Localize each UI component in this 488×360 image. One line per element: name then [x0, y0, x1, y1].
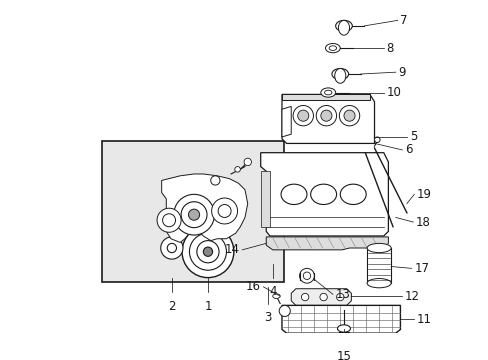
Ellipse shape: [281, 184, 306, 204]
Circle shape: [320, 110, 331, 121]
Circle shape: [173, 194, 214, 235]
Circle shape: [210, 176, 220, 185]
Circle shape: [336, 293, 343, 301]
Text: 16: 16: [245, 280, 260, 293]
Text: 12: 12: [404, 290, 419, 303]
Text: 17: 17: [413, 262, 428, 275]
Ellipse shape: [320, 88, 335, 97]
Bar: [102, 141, 283, 282]
Circle shape: [197, 240, 219, 263]
Text: 10: 10: [386, 86, 401, 99]
Ellipse shape: [324, 90, 331, 95]
Circle shape: [163, 214, 175, 227]
Polygon shape: [265, 237, 387, 250]
Circle shape: [319, 293, 326, 301]
Text: 18: 18: [415, 216, 430, 229]
Ellipse shape: [325, 44, 340, 53]
Circle shape: [339, 105, 359, 126]
Text: 13: 13: [335, 288, 350, 301]
Text: 7: 7: [400, 14, 407, 27]
Polygon shape: [282, 107, 291, 137]
Circle shape: [374, 137, 379, 143]
Ellipse shape: [337, 325, 350, 332]
Ellipse shape: [366, 243, 390, 253]
Bar: [366, 248, 390, 283]
Text: 6: 6: [404, 143, 412, 156]
Circle shape: [316, 105, 336, 126]
Circle shape: [299, 268, 314, 283]
Circle shape: [303, 272, 310, 279]
Circle shape: [343, 110, 354, 121]
Polygon shape: [260, 153, 387, 236]
Text: 19: 19: [416, 188, 431, 201]
Circle shape: [157, 208, 181, 232]
Circle shape: [182, 226, 233, 278]
Circle shape: [297, 110, 308, 121]
Text: 4: 4: [268, 285, 276, 298]
Ellipse shape: [272, 294, 280, 298]
Ellipse shape: [338, 21, 349, 35]
Circle shape: [188, 209, 199, 220]
Circle shape: [301, 293, 308, 301]
Text: 9: 9: [398, 66, 405, 79]
Polygon shape: [282, 94, 374, 143]
Circle shape: [203, 247, 212, 256]
Ellipse shape: [334, 68, 345, 83]
Text: 1: 1: [204, 300, 211, 313]
Text: 3: 3: [264, 311, 271, 324]
Text: 5: 5: [409, 130, 416, 143]
Circle shape: [244, 158, 251, 166]
Circle shape: [161, 237, 183, 259]
Circle shape: [189, 233, 226, 270]
Polygon shape: [291, 289, 351, 305]
Circle shape: [234, 167, 240, 172]
Polygon shape: [260, 171, 269, 227]
Ellipse shape: [366, 279, 390, 288]
Ellipse shape: [328, 46, 336, 50]
Circle shape: [279, 305, 290, 316]
Circle shape: [211, 198, 237, 224]
Polygon shape: [282, 305, 400, 333]
Text: 11: 11: [416, 313, 431, 326]
Circle shape: [167, 243, 176, 253]
Ellipse shape: [310, 184, 336, 204]
Ellipse shape: [340, 184, 366, 204]
Circle shape: [292, 105, 313, 126]
Polygon shape: [162, 174, 247, 242]
Text: 14: 14: [224, 243, 239, 256]
Circle shape: [218, 204, 231, 217]
Text: 8: 8: [386, 42, 393, 55]
Ellipse shape: [331, 68, 348, 80]
Text: 2: 2: [168, 300, 175, 313]
Circle shape: [181, 202, 206, 228]
Polygon shape: [282, 94, 369, 100]
Ellipse shape: [335, 21, 351, 31]
Text: 15: 15: [336, 350, 351, 360]
